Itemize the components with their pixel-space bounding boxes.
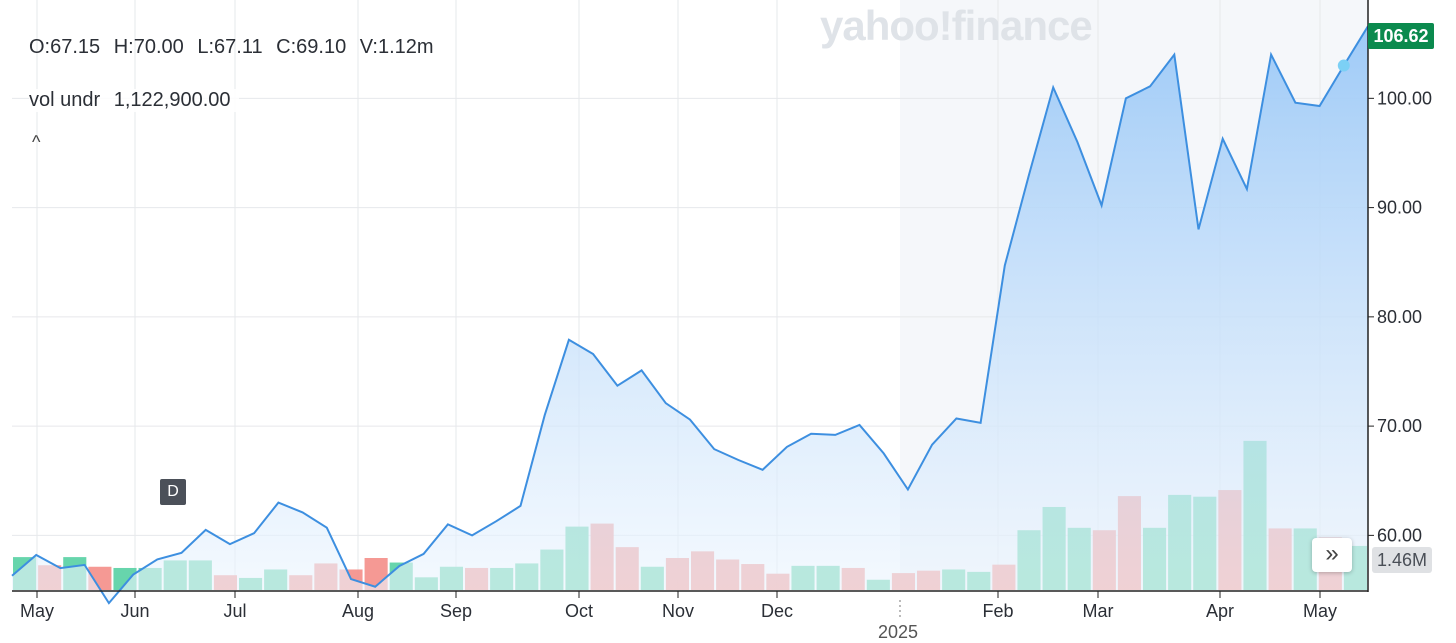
- x-tick-label: May: [1303, 601, 1337, 621]
- y-axis-ticks: 60.00 70.00 80.00 90.00 100.00: [1368, 88, 1432, 545]
- close-value: C:69.10: [276, 36, 347, 58]
- scroll-to-latest-button[interactable]: »: [1312, 538, 1352, 572]
- last-price-dot: [1337, 59, 1350, 72]
- x-tick-label: Apr: [1206, 601, 1234, 621]
- open-value: O:67.15: [29, 36, 101, 58]
- y-tick-label: 80.00: [1377, 307, 1422, 327]
- last-price-badge: 106.62: [1368, 23, 1434, 49]
- volume-axis-badge: 1.46M: [1372, 547, 1432, 573]
- price-line: [11, 25, 1369, 605]
- collapse-chevron-icon[interactable]: ^: [32, 132, 41, 152]
- x-tick-label: Jul: [223, 601, 246, 621]
- y-tick-label: 60.00: [1377, 525, 1422, 545]
- indicator-readout[interactable]: vol undr 1,122,900.00: [29, 89, 239, 112]
- x-tick-label: Oct: [565, 601, 593, 621]
- ohlc-readout: O:67.15 H:70.00 L:67.11 C:69.10 V:1.12m: [29, 36, 442, 59]
- x-axis-ticks: May Jun Jul Aug Sep Oct Nov Dec Feb Mar Apr May: [20, 591, 1337, 621]
- x-tick-label: Sep: [440, 601, 472, 621]
- y-tick-label: 100.00: [1377, 88, 1432, 108]
- year-label: 2025: [878, 622, 919, 642]
- indicator-name: vol undr: [29, 89, 101, 111]
- low-value: L:67.11: [197, 36, 263, 58]
- y-tick-label: 90.00: [1377, 198, 1422, 218]
- x-tick-label: Feb: [982, 601, 1013, 621]
- x-tick-label: Dec: [761, 601, 793, 621]
- volume-value: V:1.12m: [359, 36, 434, 58]
- price-area: [12, 26, 1368, 604]
- x-tick-label: Mar: [1083, 601, 1114, 621]
- x-tick-label: Aug: [342, 601, 374, 621]
- dividend-marker[interactable]: D: [160, 479, 186, 505]
- yahoo-finance-watermark: yahoo!finance: [820, 2, 1093, 49]
- x-tick-label: Nov: [662, 601, 694, 621]
- x-tick-label: Jun: [120, 601, 149, 621]
- indicator-value: 1,122,900.00: [113, 89, 231, 111]
- x-tick-label: May: [20, 601, 54, 621]
- y-tick-label: 70.00: [1377, 416, 1422, 436]
- high-value: H:70.00: [113, 36, 184, 58]
